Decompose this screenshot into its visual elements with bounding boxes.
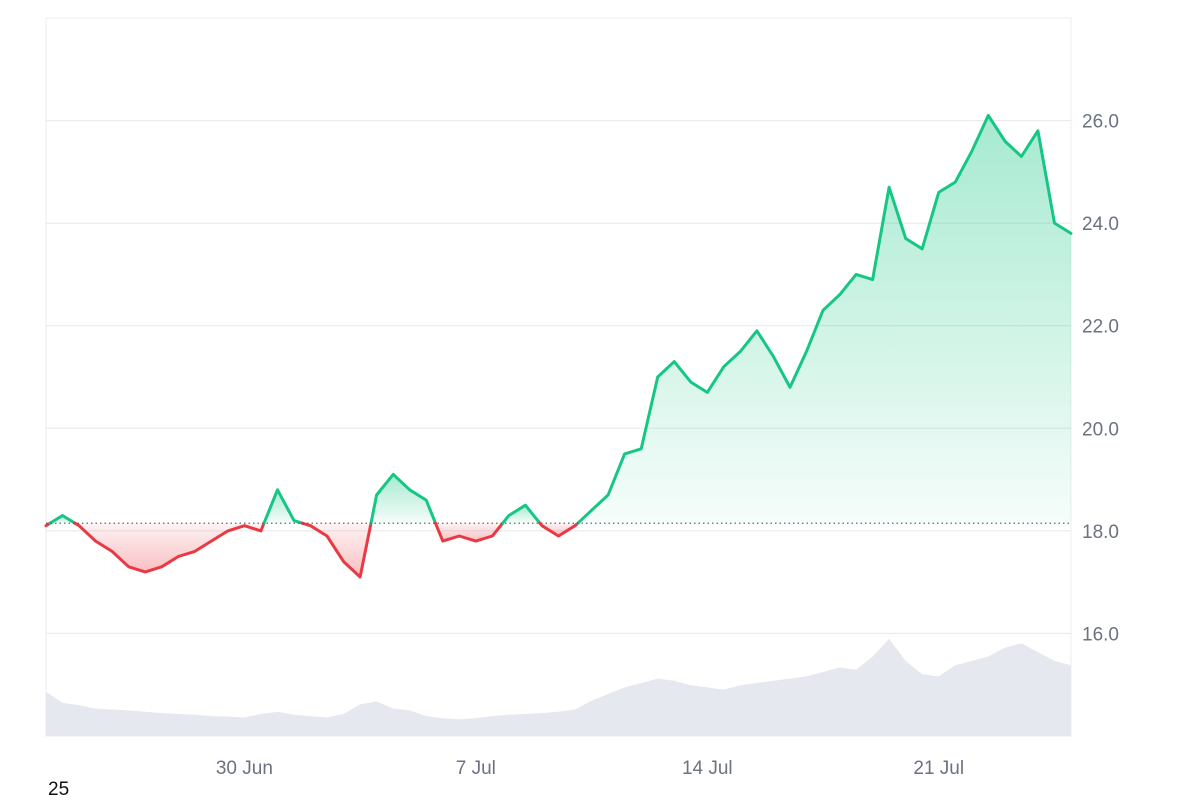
y-tick-label: 24.0: [1082, 214, 1119, 235]
y-tick-label: 20.0: [1082, 419, 1119, 440]
price-line-down: [434, 521, 505, 543]
y-tick-label: 18.0: [1082, 522, 1119, 543]
area-fill-up: [264, 489, 303, 524]
area-fill-up: [577, 115, 1071, 524]
price-lines: [44, 113, 1073, 579]
price-line-up: [501, 503, 542, 525]
area-fill-down: [539, 523, 578, 536]
x-tick-label: 30 Jun: [216, 758, 273, 779]
price-line-up: [369, 472, 437, 525]
price-line-up: [262, 488, 304, 525]
y-axis-ticks: 16.0 18.0 20.0 22.0 24.0 26.0: [1082, 112, 1119, 646]
volume-area-shape: [46, 638, 1071, 736]
area-fill-up: [502, 505, 540, 524]
x-tick-label: 7 Jul: [456, 758, 496, 779]
price-line-down: [73, 521, 266, 574]
y-tick-label: 26.0: [1082, 112, 1119, 133]
corner-label: 25: [48, 779, 70, 800]
area-fill-up: [50, 515, 75, 524]
area-fill-up: [371, 474, 436, 524]
area-fills: [46, 115, 1071, 577]
price-line-down: [300, 521, 373, 579]
x-axis-ticks: 30 Jun 7 Jul 14 Jul 21 Jul: [216, 758, 964, 779]
y-tick-label: 16.0: [1082, 624, 1119, 645]
volume-area: [46, 638, 1071, 736]
y-tick-label: 22.0: [1082, 317, 1119, 338]
price-line-up: [48, 514, 77, 525]
price-line-up: [576, 113, 1073, 525]
x-tick-label: 21 Jul: [913, 758, 964, 779]
x-tick-label: 14 Jul: [682, 758, 733, 779]
price-line-down: [538, 521, 580, 538]
